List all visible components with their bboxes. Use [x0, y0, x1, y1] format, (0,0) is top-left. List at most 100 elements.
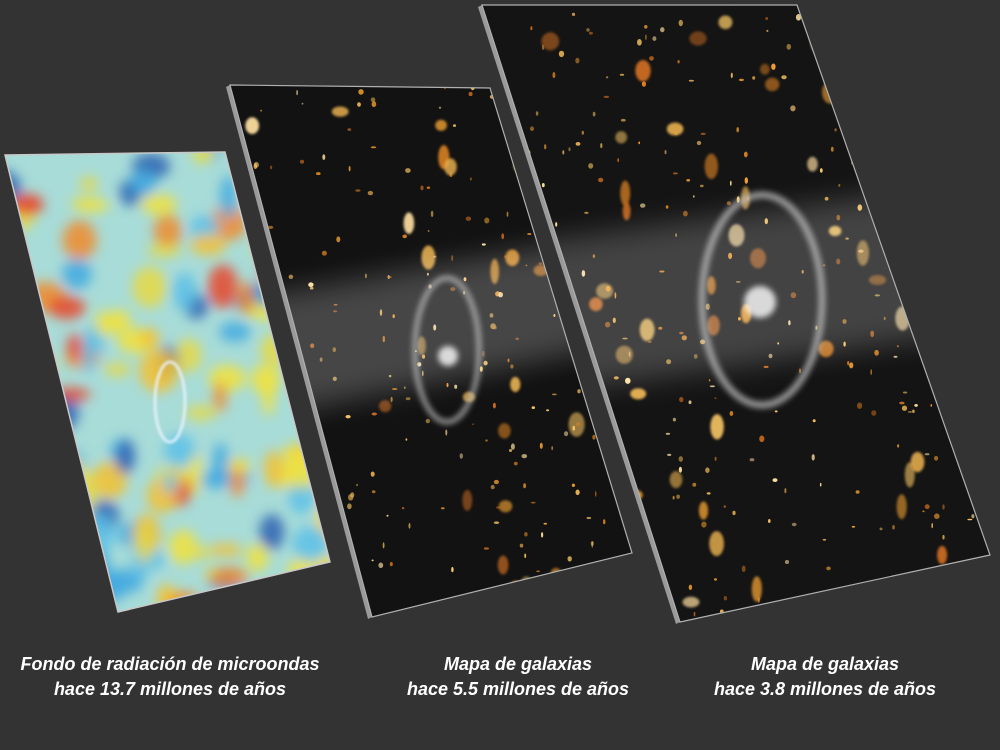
- galaxy: [430, 210, 434, 217]
- galaxy: [993, 386, 995, 390]
- galaxy: [730, 180, 732, 186]
- cmb-spot: [5, 586, 25, 612]
- galaxy: [714, 397, 717, 400]
- galaxy: [644, 25, 648, 29]
- galaxy: [942, 186, 948, 192]
- galaxy: [405, 397, 411, 401]
- galaxy: [331, 106, 349, 117]
- galaxy: [822, 538, 827, 541]
- galaxy: [531, 406, 535, 409]
- galaxy: [898, 164, 916, 180]
- galaxy: [667, 453, 672, 456]
- galaxy: [811, 454, 815, 461]
- galaxy: [613, 2, 617, 4]
- galaxy: [586, 516, 592, 520]
- galaxy: [752, 76, 756, 80]
- galaxy: [766, 29, 769, 33]
- galaxy: [635, 60, 651, 82]
- galaxy: [486, 597, 491, 600]
- galaxy: [677, 60, 680, 64]
- galaxy: [510, 443, 515, 450]
- galaxy: [633, 502, 635, 504]
- galaxy: [924, 504, 930, 510]
- galaxy: [371, 559, 374, 562]
- galaxy: [974, 15, 978, 22]
- cmb-spot: [68, 513, 92, 540]
- galaxy: [322, 154, 326, 161]
- galaxy: [939, 403, 944, 409]
- galaxy: [812, 419, 816, 423]
- galaxy: [459, 453, 463, 459]
- galaxy: [541, 532, 544, 538]
- galaxy: [569, 333, 573, 338]
- galaxy: [364, 273, 367, 279]
- cmb-spot: [164, 433, 196, 468]
- galaxy: [427, 230, 430, 232]
- galaxy: [278, 312, 281, 318]
- galaxy: [537, 576, 541, 582]
- galaxy: [592, 434, 596, 440]
- galaxy: [326, 614, 332, 617]
- galaxy: [912, 409, 915, 414]
- galaxy: [571, 12, 576, 16]
- galaxy: [451, 255, 454, 261]
- galaxy: [678, 19, 683, 27]
- galaxy: [710, 414, 724, 440]
- galaxy: [840, 89, 844, 94]
- galaxy: [672, 417, 677, 422]
- galaxy: [931, 523, 933, 529]
- galaxy: [638, 141, 641, 145]
- galaxy: [834, 128, 837, 132]
- cmb-spot: [81, 331, 95, 375]
- galaxy: [557, 609, 564, 612]
- galaxy: [768, 604, 774, 610]
- galaxy: [851, 525, 856, 528]
- galaxy: [527, 233, 532, 235]
- galaxy: [481, 243, 486, 246]
- galaxy: [615, 131, 628, 144]
- galaxy: [622, 202, 631, 221]
- galaxy: [551, 575, 555, 579]
- galaxy: [568, 147, 571, 152]
- galaxy: [536, 570, 540, 573]
- galaxy: [573, 571, 577, 575]
- galaxy: [706, 492, 711, 495]
- galaxy: [492, 622, 495, 627]
- galaxy: [955, 5, 960, 9]
- caption-line: hace 3.8 millones de años: [713, 679, 937, 699]
- galaxy: [772, 478, 778, 482]
- galaxy: [955, 567, 960, 572]
- galaxy: [874, 349, 879, 356]
- galaxy: [407, 615, 413, 617]
- galaxy: [899, 401, 905, 405]
- galaxy: [956, 152, 962, 157]
- caption: Mapa de galaxias hace 3.8 millones de añ…: [655, 652, 995, 702]
- galaxy: [492, 402, 496, 409]
- galaxy: [496, 506, 502, 509]
- galaxy: [551, 393, 557, 396]
- galaxy: [819, 482, 822, 487]
- galaxy: [640, 203, 646, 208]
- galaxy: [760, 63, 770, 75]
- galaxy: [405, 168, 411, 173]
- galaxy: [371, 101, 377, 108]
- galaxy: [615, 447, 620, 452]
- cmb-spot: [251, 240, 269, 256]
- galaxy: [378, 562, 384, 569]
- galaxy: [446, 382, 449, 388]
- galaxy: [321, 250, 327, 256]
- galaxy: [914, 404, 918, 407]
- galaxy: [958, 207, 962, 213]
- galaxy: [781, 75, 787, 80]
- galaxy: [230, 149, 235, 155]
- galaxy: [617, 158, 620, 163]
- galaxy: [498, 423, 511, 439]
- galaxy: [909, 609, 915, 612]
- galaxy: [558, 50, 565, 58]
- galaxy: [637, 39, 642, 46]
- galaxy: [751, 576, 762, 602]
- galaxy: [524, 553, 527, 559]
- galaxy: [838, 184, 841, 187]
- galaxy: [594, 583, 599, 590]
